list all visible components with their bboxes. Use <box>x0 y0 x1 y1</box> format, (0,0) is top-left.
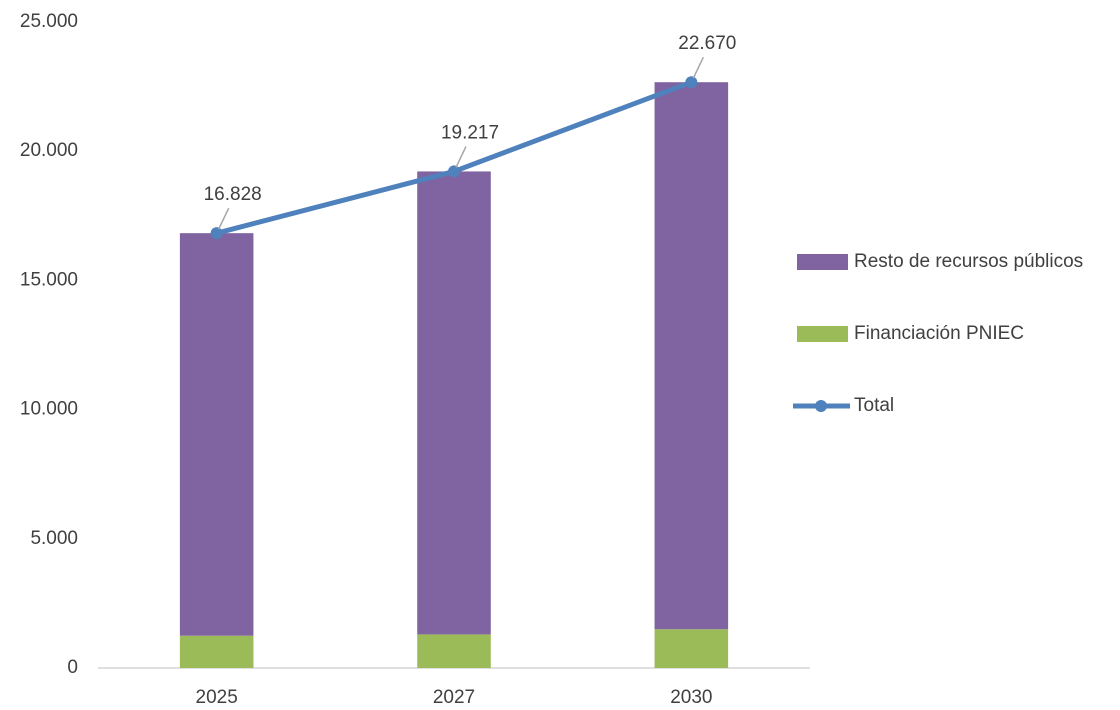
y-tick-label: 15.000 <box>20 269 78 290</box>
leader-line <box>455 146 467 168</box>
data-label: 22.670 <box>678 33 736 54</box>
bar-segment <box>654 629 729 668</box>
legend-label: Total <box>854 395 894 416</box>
x-tick-label: 2030 <box>670 687 712 708</box>
data-label: 19.217 <box>441 122 499 143</box>
line-marker <box>448 165 460 178</box>
leader-line <box>692 56 705 79</box>
legend-swatch <box>797 254 848 270</box>
bar-segment <box>417 634 491 668</box>
x-tick-label: 2025 <box>196 687 238 708</box>
y-tick-label: 20.000 <box>20 140 78 161</box>
leader-line <box>217 207 230 230</box>
y-tick-label: 5.000 <box>30 528 78 549</box>
bar-segment <box>179 635 254 668</box>
legend-label: Financiación PNIEC <box>854 323 1024 344</box>
bar-segment <box>417 171 491 635</box>
bar-segment <box>179 233 254 636</box>
line-marker <box>210 227 223 240</box>
data-label: 16.828 <box>204 184 262 205</box>
legend-swatch <box>797 326 848 342</box>
y-tick-label: 10.000 <box>20 399 78 420</box>
legend-label: Resto de recursos públicos <box>854 251 1083 272</box>
legend-swatch <box>815 400 827 412</box>
bar-segment <box>654 82 729 630</box>
y-tick-label: 0 <box>67 657 78 678</box>
x-tick-label: 2027 <box>433 687 475 708</box>
line-marker <box>685 76 698 89</box>
y-tick-label: 25.000 <box>20 11 78 32</box>
